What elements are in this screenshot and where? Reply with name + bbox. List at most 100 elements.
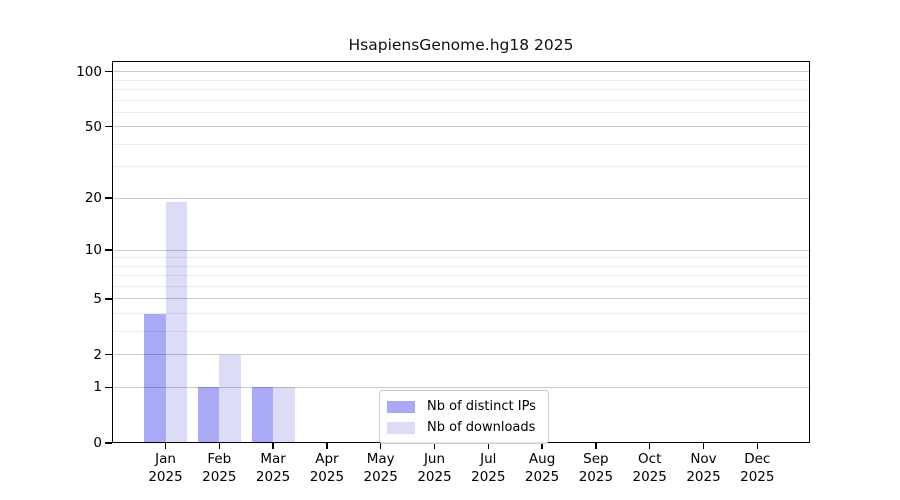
x-tick-mark-may [380,443,382,449]
gridline-minor-8 [112,265,810,267]
legend-label-distinct-ips: Nb of distinct IPs [427,399,536,414]
gridline-minor-7 [112,275,810,277]
legend-item-downloads: Nb of downloads [387,420,540,435]
x-tick-year: 2025 [471,468,506,485]
plot-area: 0 1 2 5 10 20 50 100 Jan 2025 Feb 2025 Mar 2025 Apr 202… [76,61,810,485]
x-tick-year: 2025 [309,468,345,485]
x-tick-year: 2025 [255,468,291,485]
gridline-minor-6 [112,285,810,287]
y-tick-label-0: 0 [93,435,102,451]
legend-swatch-downloads [387,421,415,434]
x-tick-month: May [366,451,395,467]
gridline-major-2 [112,354,810,356]
x-tick-mark-oct [649,443,651,449]
y-tick-label-2: 2 [93,346,102,363]
x-tick-mark-jul [487,443,489,449]
x-tick-month: Jan [155,451,176,467]
y-tick-mark-0 [105,442,112,444]
x-tick-month: Apr [315,451,339,467]
x-tick-year: 2025 [632,468,667,485]
x-tick-label-oct: Oct 2025 [618,451,682,486]
x-tick-month: Feb [207,451,232,467]
x-tick-mark-apr [326,443,328,449]
x-tick-month: Nov [690,451,717,467]
gridline-minor-9 [112,257,810,259]
legend-label-downloads: Nb of downloads [427,420,536,435]
y-tick-label-20: 20 [84,190,102,207]
y-tick-label-100: 100 [76,63,102,80]
x-tick-mark-mar [272,443,274,449]
gridline-major-5 [112,298,810,300]
x-tick-mark-jan [164,443,167,449]
x-tick-label-jan: Jan 2025 [134,451,198,486]
x-tick-label-jun: Jun 2025 [403,451,467,486]
gridlines-layer [112,61,810,443]
x-tick-year: 2025 [686,468,721,485]
x-tick-year: 2025 [524,468,560,485]
x-tick-month: Aug [528,451,556,467]
axes-layer: 0 1 2 5 10 20 50 100 Jan 2025 Feb 2025 Mar 2025 Apr 202… [76,61,810,485]
y-tick-mark-2 [105,353,112,356]
bar-downloads-feb [219,354,241,443]
x-tick-mark-aug [541,443,543,449]
x-tick-mark-sep [595,443,597,449]
gridline-minor-40 [112,143,810,145]
y-tick-mark-50 [105,125,112,128]
x-tick-year: 2025 [740,468,775,485]
y-tick-label-1: 1 [93,379,102,396]
gridline-major-100 [112,71,810,73]
x-tick-label-jul: Jul 2025 [456,451,520,486]
x-tick-year: 2025 [148,468,183,485]
x-tick-month: Jun [423,451,446,467]
legend-swatch-distinct-ips [387,400,415,413]
y-tick-label-50: 50 [84,118,102,135]
bar-downloads-mar [273,387,295,443]
x-tick-year: 2025 [363,468,398,485]
x-tick-month: Jul [480,451,497,467]
gridline-minor-3 [112,330,810,332]
gridline-minor-30 [112,166,810,168]
y-tick-mark-20 [105,197,112,199]
x-tick-month: Mar [260,451,286,467]
y-tick-mark-1 [105,386,112,388]
x-tick-mark-nov [702,443,705,449]
x-tick-label-mar: Mar 2025 [241,451,305,486]
gridline-minor-80 [112,88,810,90]
x-tick-label-apr: Apr 2025 [295,451,359,486]
chart-title: HsapiensGenome.hg18 2025 [348,36,574,54]
gridline-major-1 [112,386,810,388]
bar-distinct-ips-jan [144,313,166,443]
x-tick-year: 2025 [578,468,614,485]
x-tick-month: Dec [744,451,771,467]
y-tick-label-5: 5 [93,290,102,307]
x-tick-label-sep: Sep 2025 [564,451,628,486]
y-tick-mark-5 [105,298,112,300]
y-tick-mark-100 [105,70,112,73]
y-tick-label-10: 10 [84,242,102,259]
x-tick-month: Oct [638,451,662,467]
gridline-minor-90 [112,79,810,81]
x-tick-label-feb: Feb 2025 [187,451,251,486]
bar-downloads-jan [165,201,187,443]
y-tick-mark-10 [105,249,112,251]
x-tick-month: Sep [583,451,609,467]
gridline-major-10 [112,249,810,251]
gridline-minor-60 [112,111,810,113]
bar-distinct-ips-feb [197,387,220,443]
legend-item-distinct-ips: Nb of distinct IPs [387,399,540,414]
x-tick-mark-jun [433,443,436,449]
x-tick-mark-dec [756,443,758,449]
bar-distinct-ips-mar [251,387,274,443]
gridline-major-50 [112,126,810,128]
bars-layer [112,61,810,443]
legend: Nb of distinct IPs Nb of downloads [379,390,549,444]
x-tick-label-dec: Dec 2025 [725,451,789,486]
gridline-minor-70 [112,99,810,101]
x-tick-year: 2025 [417,468,452,485]
x-tick-label-aug: Aug 2025 [510,451,574,486]
gridline-major-20 [112,197,810,199]
x-tick-label-nov: Nov 2025 [672,451,736,486]
gridline-minor-4 [112,313,810,315]
x-tick-label-may: May 2025 [349,451,413,486]
